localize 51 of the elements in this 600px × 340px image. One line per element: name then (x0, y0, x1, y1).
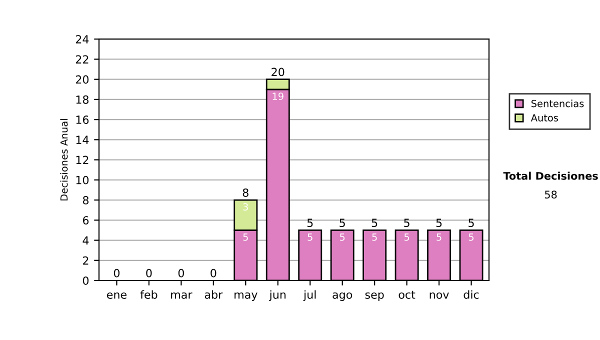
y-tick-label: 10 (76, 176, 89, 184)
total-label: 5 (468, 218, 474, 228)
y-tick-label: 8 (82, 196, 89, 204)
total-label: 5 (372, 218, 378, 228)
data-label: 5 (436, 234, 442, 241)
y-tick-label: 18 (76, 95, 89, 104)
x-tick-label: dic (464, 290, 479, 299)
x-tick-label: jun (269, 290, 286, 301)
total-label: 8 (242, 188, 248, 197)
legend-label: Sentencias (531, 100, 584, 108)
total-label: 20 (272, 68, 284, 76)
x-tick-label: ago (332, 292, 352, 301)
x-tick-label: feb (140, 290, 158, 299)
x-tick-label: nov (430, 292, 449, 299)
x-tick-label: oct (398, 290, 416, 299)
y-axis-title: Decisiones Anual (60, 119, 68, 200)
y-tick-label: 16 (76, 116, 89, 124)
total-label: 5 (404, 218, 410, 228)
data-label: 19 (272, 92, 284, 100)
y-tick-label: 0 (82, 276, 89, 285)
total-label: 5 (340, 218, 345, 228)
total-label: 5 (307, 218, 313, 228)
total-label: 0 (210, 268, 216, 278)
x-tick-label: sep (365, 292, 384, 301)
x-tick-label: mar (171, 292, 192, 299)
data-label: 5 (340, 234, 345, 241)
text: Total Decisiones (503, 172, 598, 180)
y-tick-label: 24 (76, 35, 89, 44)
data-label: 5 (372, 234, 377, 241)
x-tick-label: jul (303, 290, 316, 301)
y-tick-label: 12 (76, 156, 88, 164)
text: 58 (544, 190, 557, 199)
y-tick-label: 2 (83, 256, 88, 265)
y-tick-label: 14 (76, 136, 89, 144)
y-tick-label: 4 (82, 236, 89, 244)
y-tick-label: 6 (82, 216, 89, 225)
data-label: 5 (243, 234, 248, 241)
total-label: 0 (146, 268, 152, 278)
total-label: 5 (436, 218, 442, 228)
total-label: 0 (178, 268, 184, 278)
y-tick-label: 20 (76, 75, 89, 84)
legend-label: Autos (530, 114, 558, 122)
data-label: 3 (243, 203, 248, 211)
y-tick-label: 22 (76, 55, 88, 64)
x-tick-label: ene (106, 292, 126, 299)
x-tick-label: abr (204, 290, 223, 299)
total-label: 0 (114, 268, 120, 278)
data-label: 5 (308, 234, 312, 241)
data-label: 5 (468, 234, 474, 241)
data-label: 5 (404, 234, 410, 241)
x-tick-label: may (234, 292, 258, 301)
